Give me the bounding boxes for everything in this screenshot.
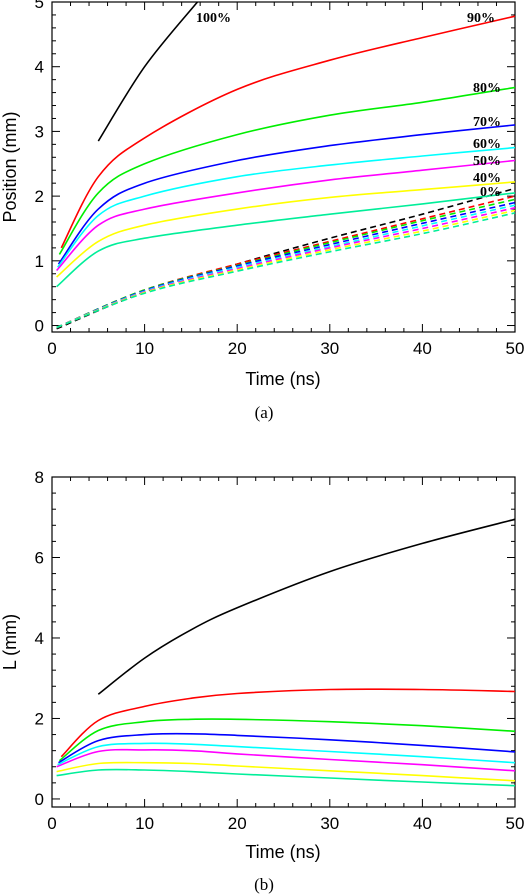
panel-b-y-axis-title: L (mm)	[0, 614, 20, 670]
panel-a-tick-labels: 0 10 20 30 40 50 0 1 2 3 4 5	[35, 0, 525, 358]
label-70pct: 70%	[473, 115, 501, 130]
series-line	[58, 86, 516, 255]
panel-a-x-tick-label: 20	[228, 339, 247, 358]
series-line	[56, 146, 516, 268]
label-100pct: 100%	[196, 11, 231, 26]
panel-b-y-tick-label: 8	[35, 468, 44, 487]
dashed-series-line	[56, 195, 516, 329]
panel-b-x-axis-title: Time (ns)	[245, 842, 320, 862]
panel-a-y-tick-label: 3	[35, 122, 44, 141]
dashed-series-line	[56, 212, 516, 329]
panel-b-x-tick-label: 40	[413, 814, 432, 833]
panel-b-x-tick-label: 10	[135, 814, 154, 833]
panel-a-y-tick-label: 2	[35, 187, 44, 206]
panel-a-y-tick-label: 0	[35, 317, 44, 336]
panel-a-ticks	[51, 1, 516, 332]
label-60pct: 60%	[473, 137, 501, 152]
series-line	[56, 761, 516, 782]
panel-a-x-tick-label: 10	[135, 339, 154, 358]
label-0pct: 0%	[480, 185, 501, 200]
series-line	[57, 124, 516, 265]
panel-a-y-tick-label: 1	[35, 252, 44, 271]
panel-a-x-tick-label: 30	[320, 339, 339, 358]
panel-a-y-tick-label: 4	[35, 58, 44, 77]
panel-a-x-tick-label: 50	[506, 339, 525, 358]
panel-b-x-tick-label: 20	[228, 814, 247, 833]
series-line	[56, 159, 516, 272]
panel-b-caption: (b)	[254, 875, 274, 894]
panel-b-y-tick-label: 0	[35, 790, 44, 809]
panel-a-x-axis-title: Time (ns)	[245, 369, 320, 389]
series-line	[60, 688, 516, 758]
series-line	[97, 1, 199, 142]
label-50pct: 50%	[473, 154, 501, 169]
panel-a-x-tick-label: 40	[413, 339, 432, 358]
panel-b-y-tick-label: 6	[35, 548, 44, 567]
panel-a-x-tick-label: 0	[47, 339, 56, 358]
panel-b-chart: 0 10 20 30 40 50 0 2 4 6 8 Time (ns) L (mm) (b)	[0, 468, 524, 894]
label-90pct: 90%	[467, 11, 495, 26]
panel-a-solid-series	[56, 1, 516, 288]
panel-a-caption: (a)	[255, 403, 274, 422]
panel-b-x-tick-label: 30	[320, 814, 339, 833]
panel-a-percent-labels: 100% 90% 80% 70% 60% 50% 40% 0%	[196, 11, 501, 200]
panel-b-x-tick-label: 50	[506, 814, 525, 833]
series-line	[57, 742, 516, 766]
series-line	[56, 748, 516, 772]
panel-a-chart: 0 10 20 30 40 50 0 1 2 3 4 5 100% 90% 80% 70% 60% 5…	[0, 0, 524, 422]
label-40pct: 40%	[473, 171, 501, 186]
series-line	[58, 732, 516, 764]
panel-b-series	[56, 518, 516, 787]
panel-b-y-tick-label: 2	[35, 709, 44, 728]
panel-a-dashed-series	[56, 187, 516, 330]
series-line	[56, 768, 516, 787]
panel-b-x-tick-label: 0	[47, 814, 56, 833]
series-line	[97, 518, 516, 695]
panel-b-ticks	[51, 476, 516, 807]
dashed-series-line	[56, 187, 516, 330]
series-line	[60, 15, 516, 249]
series-line	[56, 181, 516, 278]
label-80pct: 80%	[473, 81, 501, 96]
series-line	[58, 718, 516, 762]
panel-a-y-axis-title: Position (mm)	[0, 111, 20, 222]
panel-a-y-tick-label: 5	[35, 0, 44, 12]
panel-a-plot-frame	[51, 1, 516, 333]
panel-b-plot-frame	[51, 476, 516, 808]
series-line	[56, 192, 516, 288]
panel-b-y-tick-label: 4	[35, 629, 44, 648]
panel-b-tick-labels: 0 10 20 30 40 50 0 2 4 6 8	[35, 468, 525, 833]
